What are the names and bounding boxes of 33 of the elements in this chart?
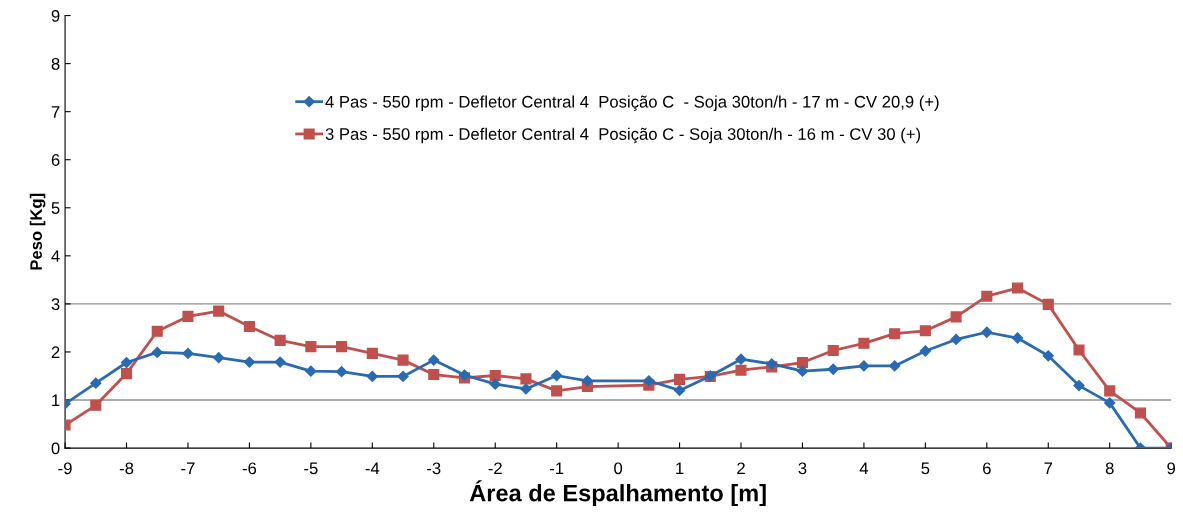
x-tick-label: -1: [550, 462, 564, 475]
x-tick-label: -4: [365, 462, 380, 475]
x-tick-label: -2: [488, 462, 502, 475]
x-tick-label: -7: [181, 462, 195, 475]
x-tick-label: 0: [614, 462, 623, 475]
y-tick-label: 5: [51, 202, 60, 214]
x-tick-label: 8: [1105, 462, 1114, 475]
y-tick-label: 9: [51, 9, 60, 22]
y-tick-label: 6: [51, 154, 60, 166]
y-tick-label: 0: [51, 442, 60, 455]
x-tick-label: 3: [798, 462, 807, 475]
y-tick-label: 7: [51, 106, 60, 118]
y-axis-title: Peso [Kg]: [29, 193, 46, 270]
x-tick-label: 5: [921, 462, 930, 475]
x-axis-title: Área de Espalhamento [m]: [469, 480, 766, 507]
x-tick-label: 2: [737, 462, 745, 475]
x-tick-label: -5: [304, 462, 318, 475]
legend-label: 4 Pas - 550 rpm - Defletor Central 4 Posição C - Soja 30ton/h - 17 m - CV 20,9 (+): [325, 95, 939, 112]
legend-label: 3 Pas - 550 rpm - Defletor Central 4 Posição C - Soja 30ton/h - 16 m - CV 30 (+): [325, 127, 921, 144]
x-tick-label: -6: [242, 462, 257, 475]
x-tick-label: 9: [1167, 462, 1176, 475]
y-tick-label: 1: [52, 394, 60, 407]
x-tick-label: 4: [859, 462, 869, 475]
y-tick-label: 3: [51, 298, 60, 311]
x-tick-label: -9: [58, 462, 72, 475]
x-tick-label: 7: [1044, 462, 1053, 475]
y-tick-label: 4: [51, 250, 60, 262]
x-tick-label: -8: [119, 462, 134, 475]
x-tick-label: 6: [983, 462, 991, 475]
x-tick-label: -3: [427, 462, 441, 475]
y-tick-label: 8: [51, 58, 60, 70]
y-tick-label: 2: [51, 346, 60, 358]
x-tick-label: 1: [676, 462, 684, 475]
